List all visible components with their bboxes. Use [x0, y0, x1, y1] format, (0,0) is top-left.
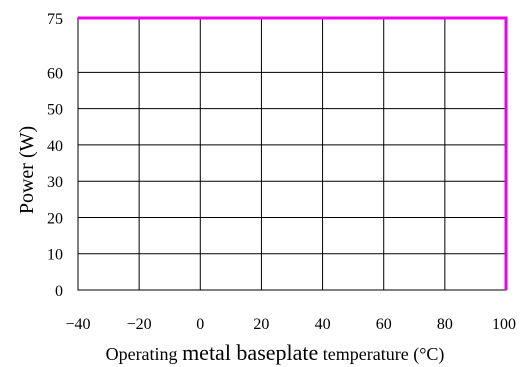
y-tick-label: 0: [55, 283, 63, 300]
y-tick-label: 20: [47, 210, 63, 227]
derating-curve-0: [78, 16, 508, 290]
y-axis-ticks: 0 10 20 30 40 50 60 75: [47, 11, 63, 300]
x-axis-label-part-2: metal baseplate: [182, 340, 318, 365]
y-tick-label: 30: [47, 174, 63, 191]
plot-frame: [77, 17, 507, 291]
x-axis-label-part-3: temperature (°C): [318, 344, 444, 365]
grid-lines: [77, 17, 507, 291]
x-tick-label: 80: [437, 316, 453, 333]
series-layer: [78, 16, 508, 290]
y-tick-label: 10: [47, 247, 63, 264]
x-tick-label: 60: [376, 316, 392, 333]
x-tick-label: −20: [127, 316, 152, 333]
y-tick-label: 40: [47, 138, 63, 155]
x-axis-ticks: −40 −20 0 20 40 60 80 100: [65, 316, 516, 333]
x-tick-label: 20: [253, 316, 269, 333]
x-axis-label-part-1: Operating: [106, 344, 182, 364]
y-axis-label: Power (W): [16, 126, 38, 214]
x-tick-label: 100: [492, 316, 516, 333]
y-tick-label: 50: [47, 102, 63, 119]
x-tick-label: 40: [315, 316, 331, 333]
y-tick-label: 75: [47, 11, 63, 28]
x-tick-label: −40: [65, 316, 90, 333]
x-axis-label: Operating metal baseplate temperature (°…: [106, 340, 445, 365]
x-tick-label: 0: [196, 316, 204, 333]
y-tick-label: 60: [47, 65, 63, 82]
